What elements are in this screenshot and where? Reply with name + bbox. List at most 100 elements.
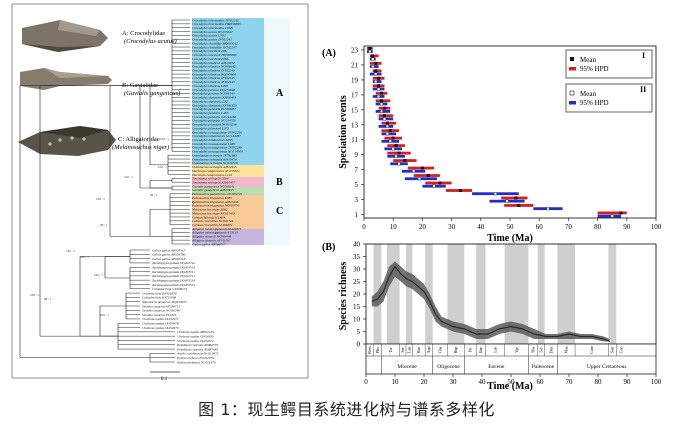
speciation-mean-point — [368, 46, 372, 50]
legend-i-mean-swatch — [570, 57, 574, 61]
panel-b-x-tick-label: 100 — [651, 378, 662, 386]
speciation-mean-point — [412, 169, 416, 173]
strat-stage-label: Ser — [400, 347, 405, 353]
tree-tip-label: Crocodylus rhombifer HQ595012 — [192, 41, 238, 45]
node-support-value: 98 / 1 — [100, 223, 108, 227]
tree-tip-label: Crocodylus niloticus HQ585890 — [192, 72, 236, 76]
tree-tip-label: Crocodylus intermedius HM636895 — [192, 22, 241, 26]
family-c-label: C: Alligatoridae — [118, 136, 160, 143]
panel-a-y-tick-label: 17 — [351, 91, 359, 99]
tree-tip-label: Caiman crocodilus AJ404872 — [192, 223, 233, 227]
panel-b-y-tick-label: 10 — [353, 316, 361, 324]
speciation-mean-point — [385, 132, 389, 136]
panel-a-y-tick-label: 5 — [355, 181, 359, 189]
strat-epoch-label: Upper Cretaceous — [587, 364, 627, 370]
tree-tip-label: Columba livia KF926376 — [142, 291, 177, 295]
strat-stage-label: Tha — [530, 347, 535, 353]
speciation-mean-point — [619, 211, 623, 215]
clade-label-b: B — [276, 177, 283, 188]
panel-a-x-tick-label: 100 — [651, 223, 662, 231]
speciation-mean-point — [374, 72, 378, 76]
richness-mean-line — [371, 265, 610, 343]
speciation-mean-point — [432, 184, 436, 188]
panel-b-x-tick-label: 0 — [364, 378, 368, 386]
tree-tip-label: Osteolaemus tetraspis AJ810455 — [192, 165, 237, 169]
speciation-mean-point — [371, 65, 375, 69]
node-support-value: 100 / 1 — [124, 175, 133, 179]
tree-tip-label: Crocodylus niloticus JF502240 — [192, 69, 235, 73]
tree-tip-label: Paleosuchus trigonatus NC009735 — [191, 204, 240, 208]
panel-a-x-tick-label: 50 — [507, 223, 515, 231]
tree-tip-label: Chelonia mydas JX454972 — [177, 339, 214, 343]
tree-tip-label: Columba livia GU908131 — [152, 287, 188, 291]
tree-tip-label: Crocodylus palustris EU998087 — [192, 107, 236, 111]
tree-tip-label: Paleosuchus trigonatus AJ810456 — [191, 200, 239, 204]
panel-b-label: (B) — [322, 242, 335, 253]
speciation-mean-point — [403, 159, 407, 163]
panel-b-x-tick-label: 40 — [479, 378, 487, 386]
panel-a-y-tick-label: 1 — [355, 211, 359, 219]
speciation-mean-point — [397, 162, 401, 166]
tree-tip-label: Crocodylus niloticus NC008142 — [192, 65, 236, 69]
tree-tip-label: Chelonia mydas AB012104 — [177, 330, 214, 334]
tree-tip-label: Chelonia mydas JX454970 — [142, 326, 179, 330]
tree-tip-label: Crocodylus novaeguineae JF502250 — [192, 130, 242, 134]
panel-a-ylabel: Speciation events — [338, 95, 349, 169]
tree-tip-label: Struthio camelus NC002785 — [142, 309, 181, 313]
tree-tip-label: Columba livia KJ722068 — [142, 296, 176, 300]
figure: A B C A: Crocodylidae (Crocodylus acutus… — [11, 3, 662, 392]
tree-tip-label: Mecistops cataphractus L101 — [191, 173, 232, 177]
panel-a-x-tick-label: 70 — [565, 223, 573, 231]
tree-tip-label: Crocodylus porosus NC008143 — [192, 92, 235, 96]
tree-tip-label: Alligator sinensis AF511507 — [191, 238, 231, 242]
strat-epoch-label: Oligocene — [437, 364, 460, 370]
tree-tip-label: Crocodylus acutus JF502241 — [192, 38, 232, 42]
tree-branches — [19, 19, 190, 363]
tree-tip-label: Crocodylus intermedius JF502242 — [192, 18, 239, 22]
panel-b-x-tick-label: 60 — [537, 378, 545, 386]
speciation-mean-point — [368, 50, 372, 54]
tree-tip-label: Crocodylus mindorensis L095 — [192, 138, 233, 142]
speciation-mean-point — [377, 94, 381, 98]
panel-a-y-tick-label: 7 — [355, 166, 359, 174]
clade-label-c: C — [276, 206, 283, 217]
strat-stage-label: Con — [619, 347, 624, 354]
panel-a-x-tick-label: 0 — [362, 223, 366, 231]
panel-b-x-tick-label: 90 — [624, 378, 632, 386]
tree-tip-label: Python bivittatus NC021479 — [176, 360, 216, 364]
tree-tip-label: Crocodylus intermedius L66B — [192, 26, 233, 30]
tree-tip-label: Struthio camelus AF338715 — [142, 304, 180, 308]
speciation-mean-point — [420, 166, 424, 170]
tree-tip-label: Struthio camelus Y12025 — [142, 313, 176, 317]
tree-tip-label: Crocodylus johnstoni NC015238 — [192, 123, 237, 127]
speciation-hpd-bar — [597, 214, 621, 218]
speciation-mean-point — [505, 199, 509, 203]
node-support-value: 100 / 1 — [80, 255, 89, 259]
strat-stage-label: Tor — [388, 347, 393, 353]
tree-tip-label: Pelodiscus sinensis AY687385 — [176, 347, 218, 351]
tree-tip-label: Gallus gallus AP003318 — [152, 257, 186, 261]
strat-stage-label: Maa — [564, 346, 569, 353]
strat-epoch-label: Paleocene — [532, 364, 555, 370]
speciation-mean-point — [380, 102, 384, 106]
legend-i-title: I — [642, 51, 645, 60]
tree-tip-label: Python molurus EU011976 — [176, 356, 214, 360]
speciation-mean-point — [517, 203, 521, 207]
panel-b-y-tick-label: 15 — [353, 303, 361, 311]
tree-tip-label: Paleosuchus trigonatus L083 — [191, 196, 232, 200]
tree-tip-label: Mecistops cataphractus NC015651 — [191, 169, 240, 173]
family-a-label: A: Crocodylidae — [122, 30, 165, 37]
panel-a-y-tick-label: 11 — [351, 136, 358, 144]
skull-crocodylidae-image — [22, 20, 108, 52]
speciation-mean-point — [438, 181, 442, 185]
panel-a-y-tick-label: 23 — [351, 47, 359, 55]
node-support-value: 100 / 1 — [96, 197, 105, 201]
clade-band-gavialis — [192, 187, 264, 195]
legend-ii-mean: Mean — [580, 90, 596, 98]
panel-a-y-tick-label: 15 — [351, 106, 359, 114]
panel-a-label: (A) — [322, 48, 336, 59]
speciation-mean-point — [380, 91, 384, 95]
clade-label-a: A — [276, 88, 284, 99]
tree-tip-label: Osteolaemus tetraspis AJ810454 — [192, 157, 237, 161]
strat-epoch-label: Eocene — [488, 364, 505, 370]
